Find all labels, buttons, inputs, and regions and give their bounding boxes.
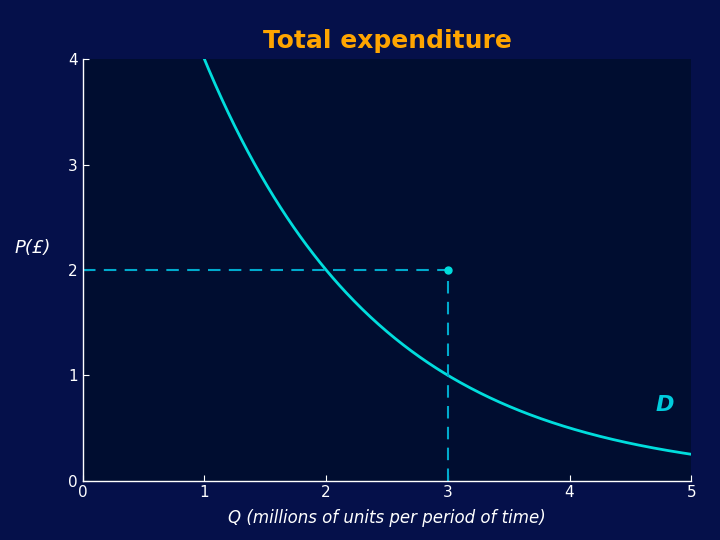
Title: Total expenditure: Total expenditure xyxy=(263,29,511,53)
Text: P(£): P(£) xyxy=(14,239,51,258)
X-axis label: Q (millions of units per period of time): Q (millions of units per period of time) xyxy=(228,509,546,527)
Text: D: D xyxy=(655,395,674,415)
